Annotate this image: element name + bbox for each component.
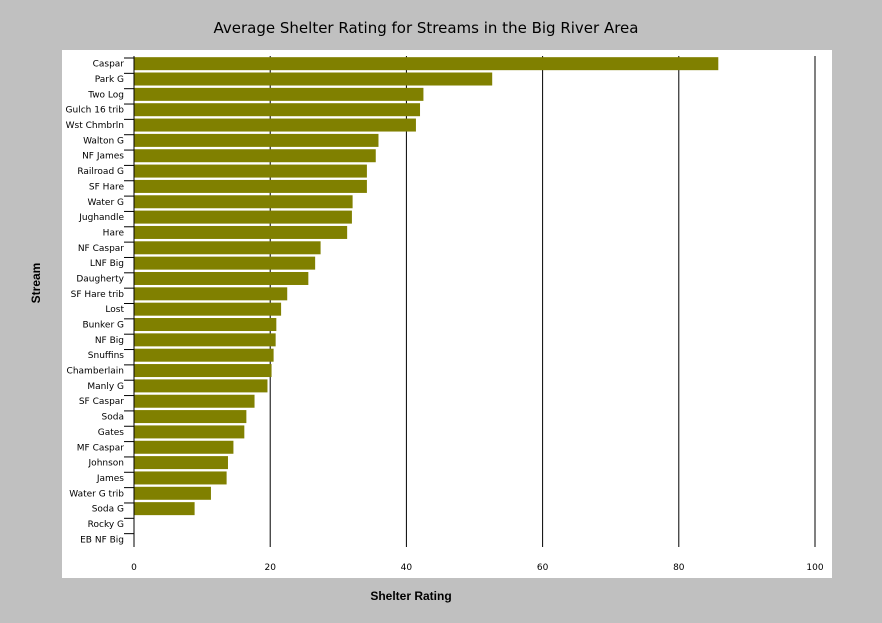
bar bbox=[134, 318, 277, 332]
y-tick-label: Park G bbox=[95, 75, 124, 85]
bar bbox=[134, 456, 228, 470]
y-tick-label: Walton G bbox=[83, 136, 124, 146]
y-tick-label: Chamberlain bbox=[67, 367, 124, 377]
x-tick-label: 80 bbox=[673, 563, 685, 573]
y-tick-label: Manly G bbox=[87, 382, 124, 392]
bar bbox=[134, 271, 309, 285]
y-tick-label: NF James bbox=[82, 152, 124, 162]
y-tick-label: LNF Big bbox=[90, 259, 124, 269]
y-tick-label: NF Caspar bbox=[78, 244, 124, 254]
y-tick-label: Snuffins bbox=[88, 351, 125, 361]
bar bbox=[134, 72, 493, 86]
y-tick-label: Two Log bbox=[87, 90, 124, 100]
grid-lines bbox=[269, 56, 816, 547]
x-tick-label: 100 bbox=[806, 563, 823, 573]
bar bbox=[134, 364, 272, 378]
bar bbox=[134, 302, 282, 316]
y-tick-label: Gulch 16 trib bbox=[66, 106, 125, 116]
y-tick-label: EB NF Big bbox=[80, 535, 124, 545]
bar bbox=[134, 118, 416, 132]
bar bbox=[134, 57, 719, 71]
y-tick-label: Railroad G bbox=[77, 167, 124, 177]
axes bbox=[124, 56, 135, 547]
y-tick-label: Johnson bbox=[88, 459, 124, 469]
y-tick-label: Water G trib bbox=[69, 489, 124, 499]
bar bbox=[134, 225, 348, 239]
bar bbox=[134, 471, 227, 485]
y-tick-label: Hare bbox=[103, 228, 125, 238]
bar bbox=[134, 133, 379, 147]
bar bbox=[134, 486, 211, 500]
y-tick-label: Jughandle bbox=[78, 213, 124, 223]
plot-panel: Caspar Park G Two Log Gulch 16 trib Wst Chmb… bbox=[62, 50, 832, 578]
y-tick-label: MF Caspar bbox=[77, 443, 125, 453]
y-tick-label: SF Hare bbox=[89, 182, 125, 192]
x-axis-label: Shelter Rating bbox=[370, 589, 452, 603]
x-tick-label: 60 bbox=[537, 563, 549, 573]
x-tick-label: 20 bbox=[264, 563, 276, 573]
y-tick-label: Rocky G bbox=[88, 520, 124, 530]
bar bbox=[134, 410, 247, 424]
y-tick-label: SF Hare trib bbox=[71, 290, 125, 300]
y-tick-label: SF Caspar bbox=[79, 397, 124, 407]
bar bbox=[134, 210, 352, 224]
bar bbox=[134, 179, 367, 193]
bar bbox=[134, 425, 245, 439]
y-tick-label: Soda G bbox=[92, 505, 124, 515]
bar bbox=[134, 149, 376, 163]
bar bbox=[134, 394, 255, 408]
bar bbox=[134, 502, 195, 516]
bar bbox=[134, 256, 316, 270]
bar-chart: Caspar Park G Two Log Gulch 16 trib Wst Chmb… bbox=[66, 56, 824, 573]
y-tick-label: Daugherty bbox=[76, 274, 124, 284]
y-tick-label: Gates bbox=[98, 428, 125, 438]
x-tick-label: 0 bbox=[131, 563, 137, 573]
x-tick-label: 40 bbox=[401, 563, 413, 573]
bar bbox=[134, 164, 367, 178]
y-tick-label: Lost bbox=[105, 305, 124, 315]
y-tick-label: NF Big bbox=[95, 336, 124, 346]
bar bbox=[134, 195, 353, 209]
bar bbox=[134, 287, 288, 301]
bar bbox=[134, 333, 276, 347]
bars bbox=[134, 57, 719, 516]
tick-labels: Caspar Park G Two Log Gulch 16 trib Wst Chmb… bbox=[66, 60, 824, 573]
bar bbox=[134, 87, 424, 101]
y-tick-label: Caspar bbox=[93, 60, 125, 70]
bar bbox=[134, 103, 421, 117]
bar bbox=[134, 379, 268, 393]
y-tick-label: Soda bbox=[102, 413, 124, 423]
bar bbox=[134, 241, 321, 255]
y-tick-label: Water G bbox=[88, 198, 124, 208]
y-tick-label: Wst Chmbrln bbox=[66, 121, 124, 131]
chart-title: Average Shelter Rating for Streams in th… bbox=[213, 19, 639, 37]
bar bbox=[134, 440, 234, 454]
y-tick-label: James bbox=[96, 474, 124, 484]
bar bbox=[134, 348, 274, 362]
y-axis-label: Stream bbox=[29, 262, 43, 304]
y-tick-label: Bunker G bbox=[82, 321, 124, 331]
